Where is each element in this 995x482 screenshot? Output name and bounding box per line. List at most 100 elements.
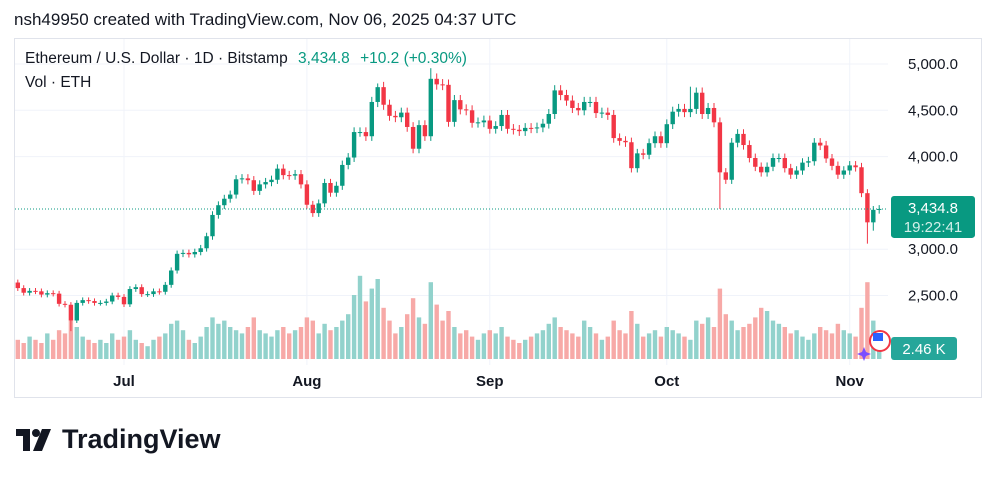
volume-bar [676, 333, 681, 359]
volume-bar [281, 327, 286, 359]
candle-body [552, 90, 557, 115]
candle-body [764, 166, 770, 173]
candle-body [865, 193, 870, 223]
candle-body [369, 101, 374, 137]
candle-body [593, 101, 599, 114]
candle-body [86, 300, 91, 302]
candle-body [27, 290, 32, 293]
symbol-title: Ethereum / U.S. Dollar · 1D · Bitstamp [25, 50, 288, 67]
volume-bar [658, 336, 664, 359]
volume-bar [694, 320, 699, 359]
x-tick-label: Oct [654, 373, 679, 390]
candle-body [269, 179, 274, 183]
y-tick-label: 4,500.0 [908, 102, 958, 119]
volume-bar [157, 336, 162, 359]
volume-bar [481, 333, 487, 359]
volume-bar [56, 330, 62, 359]
candle-body [316, 203, 321, 214]
volume-bar [528, 336, 534, 359]
volume-bar [800, 336, 805, 359]
y-tick-label: 2,500.0 [908, 288, 958, 305]
volume-bar [145, 346, 150, 359]
volume-bar [458, 333, 463, 359]
candle-body [204, 236, 209, 249]
last-price: 3,434.8 [298, 50, 350, 67]
candle-body [192, 251, 197, 255]
y-tick-label: 4,000.0 [908, 149, 958, 166]
volume-bar [587, 327, 593, 359]
volume-bar [222, 320, 227, 359]
candle-body [806, 161, 811, 163]
volume-bar [558, 327, 563, 359]
chart-frame[interactable] [14, 38, 982, 398]
candle-body [228, 194, 233, 199]
volume-bar [393, 333, 398, 359]
volume-bar [245, 327, 251, 359]
volume-bar [304, 317, 310, 359]
candle-body [375, 87, 380, 102]
volume-bar [68, 320, 74, 359]
candle-body [546, 114, 551, 124]
candle-body [328, 182, 333, 193]
candle-body [534, 127, 540, 129]
candle-body [428, 78, 433, 137]
candle-body [440, 84, 445, 86]
volume-bar [517, 343, 522, 359]
volume-bar [605, 336, 610, 359]
candle-body [334, 185, 339, 193]
candle-body [346, 157, 351, 165]
volume-bar [228, 327, 233, 359]
candle-body [351, 132, 357, 158]
candle-body [517, 129, 522, 132]
volume-bar [204, 327, 209, 359]
volume-bar [62, 333, 68, 359]
volume-bar [351, 295, 357, 359]
volume-bar [127, 330, 133, 359]
candle-body [611, 114, 616, 139]
volume-bar [670, 330, 675, 359]
volume-bar [33, 339, 38, 359]
candle-body [174, 253, 180, 271]
candle-body [180, 252, 186, 254]
candle-body [62, 303, 68, 305]
volume-bar [705, 317, 711, 359]
volume-bar [151, 339, 156, 359]
candle-body [51, 293, 56, 295]
candle-body [281, 168, 286, 176]
candle-body [835, 165, 841, 175]
volume-bar [115, 339, 121, 359]
candle-body [33, 290, 38, 292]
candle-body [127, 289, 133, 305]
volume-bar [652, 330, 658, 359]
volume-bar [475, 339, 481, 359]
candle-body [15, 282, 20, 289]
x-tick-label: Sep [476, 373, 504, 390]
candle-body [670, 111, 675, 125]
volume-bar [446, 311, 451, 359]
candle-body [169, 270, 174, 285]
candle-body [257, 184, 262, 191]
candle-body [723, 172, 728, 180]
volume-bar [664, 327, 669, 359]
candle-body [682, 108, 687, 113]
candle-body [782, 157, 787, 169]
volume-bar [216, 323, 221, 359]
candle-body [729, 142, 734, 180]
candle-body [405, 112, 410, 127]
candle-body [788, 168, 793, 175]
candle-body [605, 112, 610, 115]
candle-body [676, 108, 681, 112]
volume-bar [682, 336, 687, 359]
candle-body [505, 114, 510, 129]
candle-body [45, 293, 50, 295]
volume-bar [381, 307, 386, 359]
price-tag [891, 195, 975, 238]
candle-body [68, 304, 74, 321]
tradingview-logo-icon [16, 428, 51, 451]
candle-body [434, 78, 439, 85]
volume-bar [646, 333, 652, 359]
candle-body [222, 198, 227, 206]
volume-bar [464, 330, 469, 359]
volume-bar [410, 298, 416, 359]
